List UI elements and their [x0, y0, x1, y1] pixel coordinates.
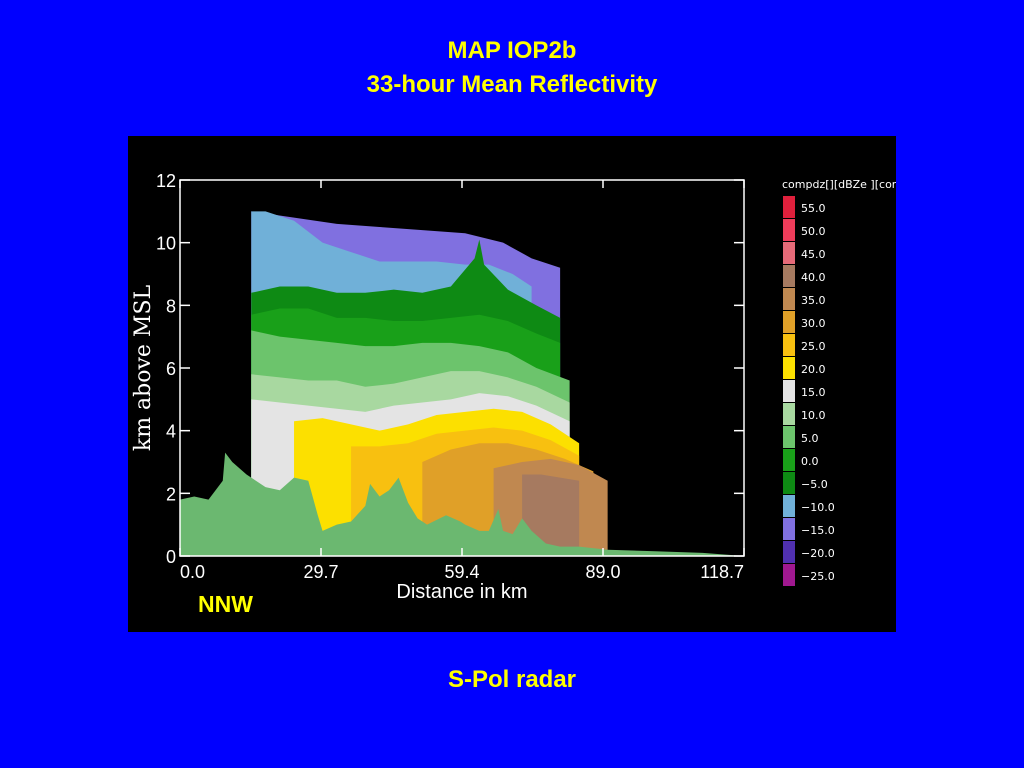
y-tick-label: 10	[156, 234, 176, 254]
slide-title: MAP IOP2b 33-hour Mean Reflectivity	[0, 34, 1024, 102]
colorbar-swatch	[783, 219, 795, 241]
colorbar-label: −15.0	[801, 524, 835, 537]
colorbar-swatch	[783, 472, 795, 494]
colorbar-label: 10.0	[801, 409, 826, 422]
colorbar-swatch	[783, 311, 795, 333]
colorbar-label: 45.0	[801, 248, 826, 261]
colorbar-swatch	[783, 334, 795, 356]
colorbar-label: 5.0	[801, 432, 819, 445]
colorbar-swatch	[783, 426, 795, 448]
colorbar-title: compdz[][dBZe ][con	[782, 178, 896, 191]
radar-cross-section-figure: 0.0 29.7 59.4 89.0 118.7 0 2 4 6 8 10 12 km above M…	[128, 136, 896, 632]
colorbar-label: 25.0	[801, 340, 826, 353]
colorbar-label: 20.0	[801, 363, 826, 376]
colorbar-swatch	[783, 518, 795, 540]
title-line-1: MAP IOP2b	[447, 37, 577, 64]
colorbar-label: 50.0	[801, 225, 826, 238]
colorbar-label: −10.0	[801, 501, 835, 514]
colorbar-label: −20.0	[801, 547, 835, 560]
colorbar-swatch	[783, 403, 795, 425]
colorbar-label: −25.0	[801, 570, 835, 583]
colorbar-label: 30.0	[801, 317, 826, 330]
slide-caption: S-Pol radar	[447, 666, 577, 693]
y-tick-label: 2	[166, 484, 176, 504]
reflectivity-chart: 0.0 29.7 59.4 89.0 118.7 0 2 4 6 8 10 12 km above M…	[131, 171, 896, 603]
y-tick-label: 6	[166, 359, 176, 379]
title-line-2: 33-hour Mean Reflectivity	[366, 71, 658, 98]
y-axis-label: km above MSL	[131, 284, 156, 451]
x-tick-label: 118.7	[700, 562, 744, 582]
colorbar-label: −5.0	[801, 478, 828, 491]
colorbar-swatch	[783, 196, 795, 218]
colorbar-swatch	[783, 242, 795, 264]
colorbar-swatch	[783, 380, 795, 402]
colorbar-label: 0.0	[801, 455, 819, 468]
y-tick-label: 12	[156, 171, 176, 191]
colorbar-swatch	[783, 357, 795, 379]
colorbar-swatch	[783, 564, 795, 586]
colorbar-swatch	[783, 288, 795, 310]
y-tick-label: 4	[166, 422, 176, 442]
colorbar-swatch	[783, 265, 795, 287]
colorbar-label: 40.0	[801, 271, 826, 284]
y-tick-label: 8	[166, 296, 176, 316]
x-tick-label: 89.0	[585, 562, 620, 582]
colorbar-label: 15.0	[801, 386, 826, 399]
colorbar-swatch	[783, 495, 795, 517]
colorbar-label: 55.0	[801, 202, 826, 215]
x-tick-label: 0.0	[180, 562, 205, 582]
x-tick-label: 59.4	[444, 562, 479, 582]
x-axis-label: Distance in km	[396, 581, 527, 603]
x-tick-label: 29.7	[303, 562, 338, 582]
y-tick-label: 0	[166, 547, 176, 567]
colorbar-swatch	[783, 449, 795, 471]
direction-label: NNW	[198, 591, 253, 617]
colorbar-label: 35.0	[801, 294, 826, 307]
terrain-profile	[180, 452, 744, 556]
colorbar-swatch	[783, 541, 795, 563]
